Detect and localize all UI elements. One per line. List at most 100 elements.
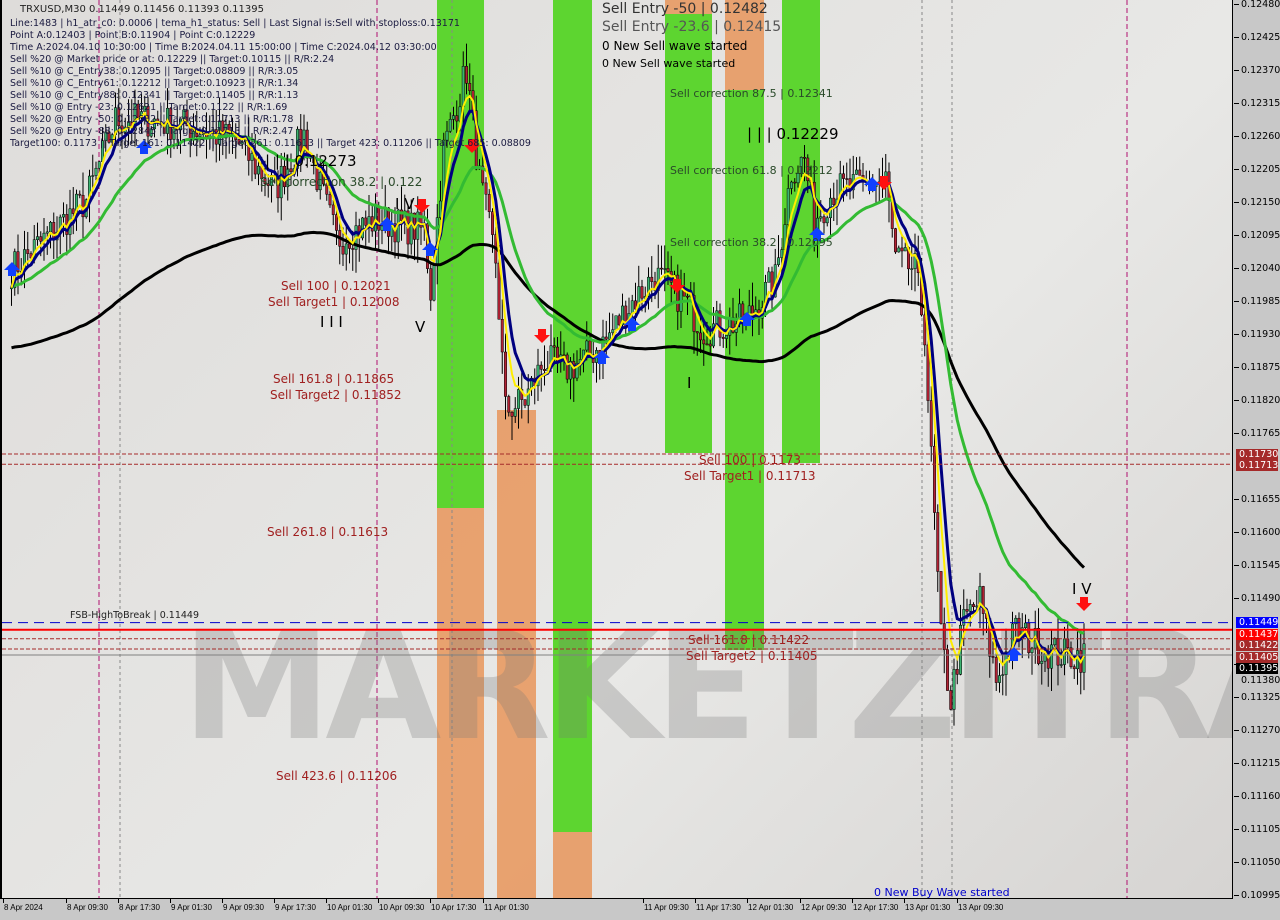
price-tick [1234, 103, 1239, 104]
candle [97, 161, 101, 169]
candle [991, 656, 995, 658]
sell-100-label: Sell 100 | 0.1173 [699, 453, 802, 467]
price-tick-label: 0.11105 [1241, 823, 1280, 835]
wave-iv-label-2: I V [1072, 580, 1092, 598]
price-tick-label: 0.10995 [1241, 889, 1280, 901]
candle [185, 109, 189, 126]
candle [143, 105, 147, 112]
time-tick [643, 899, 644, 903]
candle [708, 343, 712, 347]
price-tick-label: 0.11600 [1241, 526, 1280, 538]
candle [94, 167, 98, 176]
candle [149, 128, 153, 137]
candle [1030, 647, 1034, 653]
candle [120, 125, 124, 133]
price-tick-label: 0.11930 [1241, 328, 1280, 340]
candle [377, 205, 381, 231]
price-tag: 0.11449 [1236, 617, 1278, 629]
candle [452, 115, 455, 120]
price-tick-label: 0.11545 [1241, 559, 1280, 571]
time-tick [222, 899, 223, 903]
candle [484, 182, 488, 195]
candle [679, 287, 683, 312]
sell-target1-left-label: Sell Target1 | 0.12008 [268, 295, 400, 309]
candle [702, 339, 706, 345]
candle [198, 134, 202, 137]
candle [913, 253, 917, 269]
candle [718, 310, 722, 338]
candle [107, 131, 111, 143]
ma-mid-line [10, 134, 1085, 635]
candle [91, 175, 95, 177]
sell-arrow-icon [414, 199, 430, 213]
green-zone [725, 90, 764, 650]
candle [575, 363, 579, 379]
candle [227, 124, 231, 134]
candle [331, 204, 335, 215]
candle [686, 295, 689, 298]
symbol-ohlc: TRXUSD,M30 0.11449 0.11456 0.11393 0.113… [20, 4, 264, 15]
candle [250, 153, 254, 161]
candle [455, 115, 459, 122]
candle [608, 332, 611, 340]
candle [923, 314, 927, 346]
time-tick-label: 10 Apr 01:30 [327, 903, 373, 912]
candle [351, 248, 355, 250]
candle [617, 315, 621, 326]
candle [1072, 666, 1076, 670]
chart-plot-area[interactable]: TRXUSD,M30 0.11449 0.11456 0.11393 0.113… [0, 0, 1233, 899]
candle [400, 209, 403, 221]
sell-target1-label: Sell Target1 | 0.11713 [684, 469, 816, 483]
time-tick [118, 899, 119, 903]
candle [858, 169, 862, 176]
candle [819, 216, 823, 219]
time-tick [378, 899, 379, 903]
price-tick-label: 0.12260 [1241, 130, 1280, 142]
price-tick-label: 0.12150 [1241, 196, 1280, 208]
candle [481, 165, 485, 184]
buy-arrow-icon [422, 242, 438, 256]
time-tick-label: 12 Apr 09:30 [801, 903, 847, 912]
candle [903, 247, 907, 252]
price-tag: 0.11422 [1236, 640, 1278, 652]
candle [747, 305, 751, 315]
orange-zone [437, 508, 484, 898]
candle [647, 276, 650, 297]
price-tick [1234, 301, 1239, 302]
candle [328, 193, 332, 206]
candle [611, 329, 615, 334]
orange-zone [665, 0, 712, 14]
candle [780, 249, 784, 258]
sell-4236-label: Sell 423.6 | 0.11206 [276, 769, 398, 783]
price-tick-label: 0.11655 [1241, 493, 1280, 505]
price-tick-label: 0.11160 [1241, 790, 1280, 802]
buy-arrow-icon [594, 350, 610, 364]
candle [799, 157, 803, 174]
candle [543, 369, 546, 371]
price-tick [1234, 37, 1239, 38]
candle [936, 512, 940, 572]
candle [900, 247, 904, 252]
sell-100-left-label: Sell 100 | 0.12021 [281, 279, 391, 293]
candle [39, 236, 43, 242]
candle [341, 245, 345, 255]
info-line: Line:1483 | h1_atr_c0: 0.0006 | tema_h1_… [10, 18, 460, 29]
price-tick-label: 0.12095 [1241, 229, 1280, 241]
candle [348, 243, 351, 249]
sell-arrow-icon [534, 329, 550, 343]
candle [955, 669, 959, 675]
time-tick-label: 8 Apr 09:30 [67, 903, 108, 912]
time-tick-label: 11 Apr 09:30 [644, 903, 689, 912]
candle [825, 217, 829, 224]
candle [465, 66, 468, 84]
price-tick-label: 0.11380 [1241, 675, 1280, 687]
candle [16, 251, 20, 272]
candle [705, 343, 709, 346]
price-tick [1234, 730, 1239, 731]
wave-iv-label: I V [395, 195, 415, 213]
candle [910, 268, 914, 270]
time-tick-label: 10 Apr 17:30 [431, 903, 477, 912]
candle [721, 336, 725, 339]
candle [552, 345, 556, 348]
candle [104, 131, 108, 141]
